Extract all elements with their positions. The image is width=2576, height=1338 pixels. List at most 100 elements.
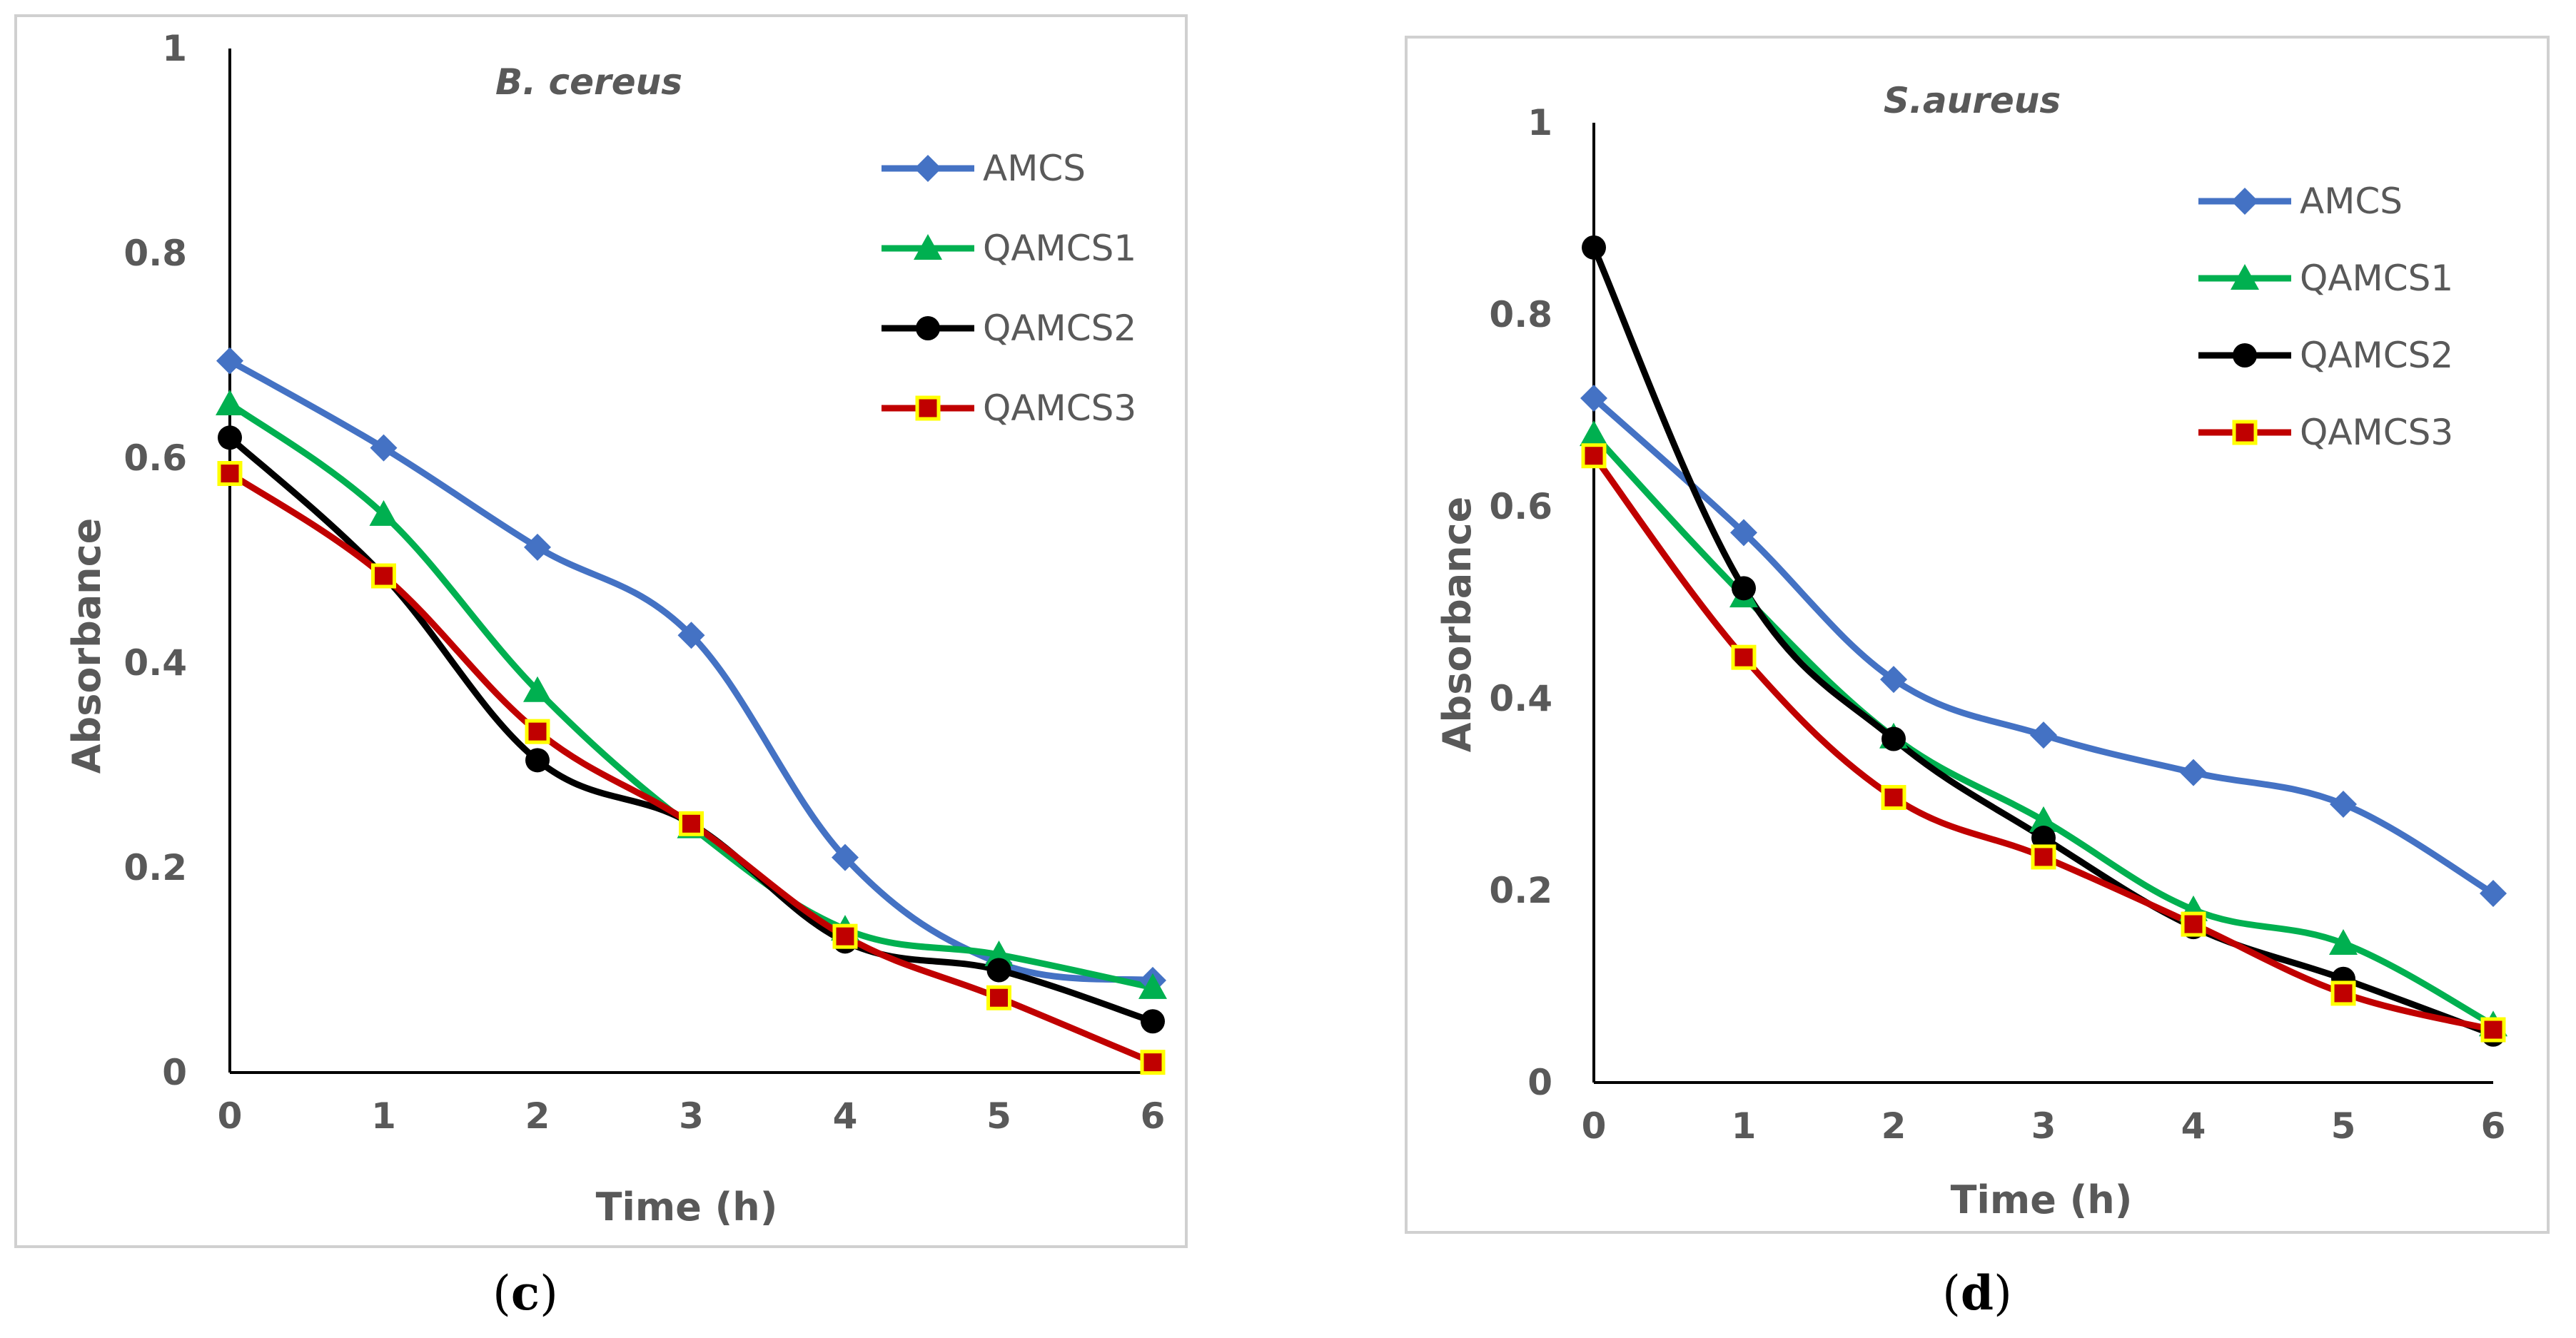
- data-point-qamcs1: [984, 940, 1014, 966]
- y-tick-label: 0.4: [1489, 678, 1552, 719]
- y-tick-label: 0.6: [123, 437, 187, 479]
- data-point-qamcs3: [371, 563, 396, 589]
- series-line-qamcs2: [1590, 244, 2497, 1038]
- chart-panel-d: S.aureus 00.20.40.60.810 1 2 3 4 5 6 Time (h) …: [1405, 36, 2550, 1234]
- legend-label-qamcs2: QAMCS2: [983, 308, 1136, 349]
- legend-marker-qamcs3: [2232, 420, 2258, 445]
- data-point-amcs: [1880, 666, 1907, 694]
- data-point-qamcs3: [986, 985, 1011, 1010]
- data-point-qamcs2: [2031, 826, 2056, 851]
- y-axis-title-c: Absorbance: [64, 518, 109, 774]
- legend-label-amcs: AMCS: [983, 148, 1086, 189]
- x-tick-label: 1: [1732, 1105, 1757, 1147]
- data-point-qamcs2: [1882, 726, 1906, 751]
- data-point-qamcs3: [2031, 844, 2056, 870]
- data-point-qamcs3: [832, 923, 858, 949]
- x-axis-title-d: Time (h): [1951, 1177, 2133, 1222]
- data-point-qamcs1: [216, 389, 244, 415]
- x-tick-label: 4: [833, 1095, 858, 1137]
- x-tick-label: 6: [1141, 1095, 1166, 1137]
- x-tick-label: 0: [1582, 1105, 1607, 1147]
- data-point-qamcs2: [1582, 235, 1606, 260]
- data-point-amcs: [216, 347, 243, 375]
- legend-label-qamcs1: QAMCS1: [983, 228, 1136, 269]
- x-tick-label: 3: [679, 1095, 704, 1137]
- data-point-qamcs3: [2330, 980, 2356, 1006]
- data-point-qamcs3: [217, 461, 243, 487]
- x-tick-label: 5: [2331, 1105, 2356, 1147]
- data-point-qamcs2: [525, 748, 550, 773]
- panel-label-d: (d): [1942, 1265, 2012, 1321]
- data-point-qamcs1: [523, 676, 552, 702]
- chart-title-c: B. cereus: [495, 61, 682, 103]
- x-tick-label: 2: [1882, 1105, 1906, 1147]
- data-point-qamcs1: [369, 500, 398, 526]
- data-point-qamcs3: [1731, 644, 1757, 670]
- y-tick-label: 1: [1527, 102, 1552, 143]
- y-tick-label: 0.6: [1489, 486, 1552, 527]
- chart-panel-c: B. cereus 0 0.2 0.4 0.6 0.8 1 0 1 2 3 4 5 6 Time (h)…: [14, 14, 1188, 1248]
- data-point-amcs: [1580, 385, 1607, 412]
- legend-marker-qamcs1: [914, 234, 942, 260]
- data-point-qamcs3: [525, 719, 550, 744]
- x-axis-title-c: Time (h): [596, 1185, 778, 1230]
- x-tick-label: 1: [371, 1095, 396, 1137]
- data-point-qamcs2: [1141, 1009, 1165, 1034]
- data-point-amcs: [832, 843, 859, 871]
- x-tick-label: 3: [2031, 1105, 2056, 1147]
- data-point-qamcs2: [1732, 576, 1756, 601]
- plot-area-c: 0 0.2 0.4 0.6 0.8 1 0 1 2 3 4 5 6: [123, 28, 1167, 1137]
- legend-label-qamcs3: QAMCS3: [983, 387, 1136, 429]
- y-tick-label: 0.8: [1489, 294, 1552, 335]
- data-point-amcs: [2480, 880, 2507, 908]
- data-point-qamcs3: [679, 811, 704, 836]
- legend-label-qamcs3: QAMCS3: [2300, 412, 2453, 453]
- legend-c: AMCS QAMCS1 QAMCS2 QAMCS3: [882, 148, 1136, 429]
- x-tick-label: 5: [986, 1095, 1011, 1137]
- data-point-amcs: [2330, 790, 2357, 818]
- data-point-qamcs3: [1581, 443, 1607, 469]
- legend-marker-qamcs1: [2231, 264, 2259, 290]
- legend-marker-qamcs2: [916, 316, 940, 340]
- plot-area-d: 0 0.2 0.4 0.6 0.8 1 0 1 2 3 4 5 6: [1489, 102, 2507, 1147]
- x-tick-label: 2: [525, 1095, 550, 1137]
- y-tick-label: 0: [1527, 1062, 1552, 1103]
- data-point-qamcs3: [2181, 911, 2206, 937]
- x-tick-label: 4: [2181, 1105, 2206, 1147]
- chart-frame-c: [14, 14, 1188, 1248]
- data-point-amcs: [370, 434, 398, 462]
- data-point-amcs: [1730, 519, 1757, 547]
- legend-marker-amcs: [2231, 188, 2258, 215]
- data-point-amcs: [524, 533, 551, 561]
- data-point-amcs: [2030, 721, 2057, 749]
- data-point-qamcs2: [218, 425, 242, 450]
- y-tick-label: 0.2: [123, 847, 187, 888]
- legend-label-qamcs1: QAMCS1: [2300, 258, 2453, 299]
- legend-d: AMCS QAMCS1 QAMCS2 QAMCS3: [2198, 181, 2453, 453]
- legend-label-qamcs2: QAMCS2: [2300, 335, 2453, 376]
- chart-title-d: S.aureus: [1884, 80, 2061, 121]
- y-tick-label: 0: [162, 1052, 187, 1093]
- data-point-qamcs1: [1138, 973, 1167, 999]
- y-axis-title-d: Absorbance: [1435, 497, 1480, 753]
- y-tick-label: 0.2: [1489, 870, 1552, 911]
- data-point-qamcs1: [2329, 928, 2358, 955]
- data-point-qamcs2: [986, 958, 1011, 983]
- data-point-amcs: [2180, 759, 2207, 786]
- legend-marker-qamcs2: [2233, 343, 2257, 368]
- data-point-amcs: [677, 622, 705, 649]
- legend-label-amcs: AMCS: [2300, 181, 2403, 222]
- y-tick-label: 1: [162, 28, 187, 69]
- legend-marker-amcs: [914, 155, 941, 182]
- legend-marker-qamcs3: [915, 395, 941, 421]
- data-point-qamcs1: [2029, 806, 2058, 832]
- x-tick-label: 0: [218, 1095, 243, 1137]
- data-point-qamcs3: [1881, 785, 1906, 811]
- y-tick-label: 0.8: [123, 233, 187, 274]
- panel-label-c: (c): [493, 1265, 558, 1321]
- y-tick-label: 0.4: [123, 642, 187, 684]
- data-point-qamcs1: [1580, 420, 1608, 447]
- data-point-qamcs3: [2480, 1017, 2506, 1043]
- x-tick-label: 6: [2481, 1105, 2506, 1147]
